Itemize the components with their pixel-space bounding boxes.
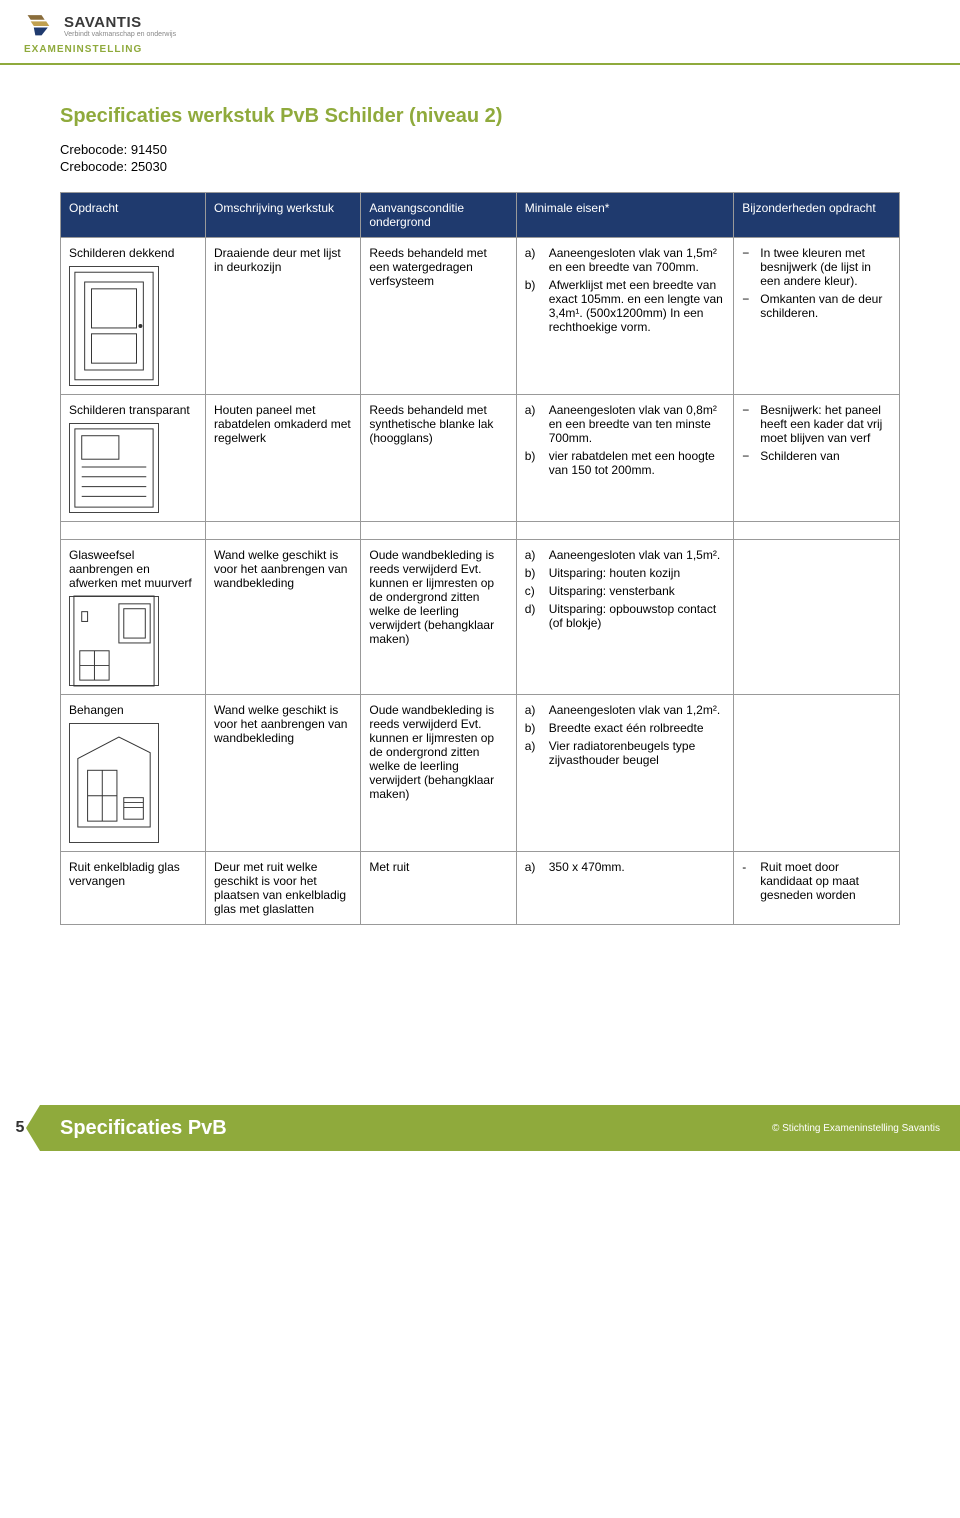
page-header: SAVANTIS Verbindt vakmanschap en onderwi… (0, 0, 960, 65)
eisen-letter: b) (525, 721, 543, 735)
bullet-dash: − (742, 246, 752, 288)
opdracht-label: Ruit enkelbladig glas vervangen (69, 860, 197, 888)
th-opdracht: Opdracht (61, 193, 206, 238)
eisen-text: Uitsparing: opbouwstop contact (of blokj… (549, 602, 726, 630)
eisen-letter: a) (525, 739, 543, 767)
cell-eisen: a) 350 x 470mm. (516, 852, 734, 925)
footer-title: Specificaties PvB (60, 1117, 227, 1140)
footer-bar: Specificaties PvB © Stichting Exameninst… (40, 1105, 960, 1151)
eisen-letter: b) (525, 278, 543, 334)
eisen-text: Aaneengesloten vlak van 1,5m². (549, 548, 720, 562)
cell-bijzonderheden (734, 540, 900, 695)
eisen-text: Vier radiatorenbeugels type zijvasthoude… (549, 739, 726, 767)
table-row: Glasweefsel aanbrengen en afwerken met m… (61, 540, 900, 695)
cell-omschrijving: Deur met ruit welke geschikt is voor het… (206, 852, 361, 925)
page-footer: 5 Specificaties PvB © Stichting Examenin… (0, 1105, 960, 1151)
eisen-text: Afwerklijst met een breedte van exact 10… (549, 278, 726, 334)
cell-opdracht: Glasweefsel aanbrengen en afwerken met m… (61, 540, 206, 695)
cell-bijzonderheden: −Besnijwerk: het paneel heeft een kader … (734, 395, 900, 522)
eisen-letter: b) (525, 566, 543, 580)
cell-aanvang: Reeds behandeld met een watergedragen ve… (361, 238, 516, 395)
cell-aanvang: Met ruit (361, 852, 516, 925)
bullet-dash: − (742, 403, 752, 445)
logo: SAVANTIS Verbindt vakmanschap en onderwi… (24, 12, 936, 40)
cell-opdracht: Schilderen transparant (61, 395, 206, 522)
cell-aanvang: Oude wandbekleding is reeds verwijderd E… (361, 540, 516, 695)
eisen-text: vier rabatdelen met een hoogte van 150 t… (549, 449, 726, 477)
page-title: Specificaties werkstuk PvB Schilder (niv… (60, 105, 900, 128)
th-bijz: Bijzonderheden opdracht (734, 193, 900, 238)
eisen-text: Uitsparing: houten kozijn (549, 566, 680, 580)
bijz-text: Besnijwerk: het paneel heeft een kader d… (760, 403, 891, 445)
table-row: Schilderen dekkend Draaiende deur met lij… (61, 238, 900, 395)
cell-bijzonderheden: -Ruit moet door kandidaat op maat gesned… (734, 852, 900, 925)
eisen-letter: b) (525, 449, 543, 477)
bijz-text: In twee kleuren met besnijwerk (de lijst… (760, 246, 891, 288)
brand-name: SAVANTIS (64, 14, 176, 31)
cell-omschrijving: Draaiende deur met lijst in deurkozijn (206, 238, 361, 395)
th-omschrijving: Omschrijving werkstuk (206, 193, 361, 238)
cell-aanvang: Oude wandbekleding is reeds verwijderd E… (361, 695, 516, 852)
opdracht-label: Glasweefsel aanbrengen en afwerken met m… (69, 548, 197, 590)
table-row: Ruit enkelbladig glas vervangen Deur met … (61, 852, 900, 925)
eisen-letter: c) (525, 584, 543, 598)
cell-opdracht: Schilderen dekkend (61, 238, 206, 395)
bullet-dash: - (742, 860, 752, 902)
crebocode-2: Crebocode: 25030 (60, 159, 900, 174)
diagram-icon (69, 423, 159, 513)
bullet-dash: − (742, 449, 752, 463)
eisen-text: 350 x 470mm. (549, 860, 625, 874)
eisen-text: Aaneengesloten vlak van 0,8m² en een bre… (549, 403, 726, 445)
cell-opdracht: Ruit enkelbladig glas vervangen (61, 852, 206, 925)
crebocode-1: Crebocode: 91450 (60, 142, 900, 157)
eisen-letter: a) (525, 403, 543, 445)
page-body: Specificaties werkstuk PvB Schilder (niv… (0, 65, 960, 945)
bullet-dash: − (742, 292, 752, 320)
table-row: Schilderen transparant Houten paneel met … (61, 395, 900, 522)
cell-omschrijving: Wand welke geschikt is voor het aanbreng… (206, 540, 361, 695)
footer-copyright: © Stichting Exameninstelling Savantis (772, 1123, 940, 1134)
cell-bijzonderheden: −In twee kleuren met besnijwerk (de lijs… (734, 238, 900, 395)
cell-eisen: a)Aaneengesloten vlak van 1,5m² en een b… (516, 238, 734, 395)
cell-omschrijving: Houten paneel met rabatdelen omkaderd me… (206, 395, 361, 522)
diagram-icon (69, 723, 159, 843)
eisen-text: Uitsparing: vensterbank (549, 584, 675, 598)
eisen-text: Aaneengesloten vlak van 1,5m² en een bre… (549, 246, 726, 274)
diagram-icon (69, 266, 159, 386)
opdracht-label: Behangen (69, 703, 197, 717)
eisen-letter: a) (525, 246, 543, 274)
brand-sub: EXAMENINSTELLING (24, 44, 936, 55)
eisen-text: Aaneengesloten vlak van 1,2m². (549, 703, 720, 717)
opdracht-label: Schilderen transparant (69, 403, 197, 417)
bijz-text: Schilderen van (760, 449, 839, 463)
th-eisen: Minimale eisen* (516, 193, 734, 238)
eisen-letter: a) (525, 860, 543, 874)
th-aanvang: Aanvangsconditie ondergrond (361, 193, 516, 238)
eisen-text: Breedte exact één rolbreedte (549, 721, 704, 735)
eisen-letter: d) (525, 602, 543, 630)
bijz-text: Ruit moet door kandidaat op maat gesnede… (760, 860, 891, 902)
bijz-text: Omkanten van de deur schilderen. (760, 292, 891, 320)
table-row: Behangen Wand welke geschikt is voor het … (61, 695, 900, 852)
cell-eisen: a) Aaneengesloten vlak van 1,5m². b) Uitspa… (516, 540, 734, 695)
cell-opdracht: Behangen (61, 695, 206, 852)
eisen-letter: a) (525, 703, 543, 717)
opdracht-label: Schilderen dekkend (69, 246, 197, 260)
cell-eisen: a)Aaneengesloten vlak van 0,8m² en een b… (516, 395, 734, 522)
spec-table: Opdracht Omschrijving werkstuk Aanvangsc… (60, 192, 900, 925)
cell-bijzonderheden (734, 695, 900, 852)
cell-eisen: a) Aaneengesloten vlak van 1,2m². b) Breedt… (516, 695, 734, 852)
diagram-icon (69, 596, 159, 686)
brand-tagline: Verbindt vakmanschap en onderwijs (64, 31, 176, 38)
cell-aanvang: Reeds behandeld met synthetische blanke … (361, 395, 516, 522)
eisen-letter: a) (525, 548, 543, 562)
savantis-logo-icon (24, 12, 56, 40)
cell-omschrijving: Wand welke geschikt is voor het aanbreng… (206, 695, 361, 852)
